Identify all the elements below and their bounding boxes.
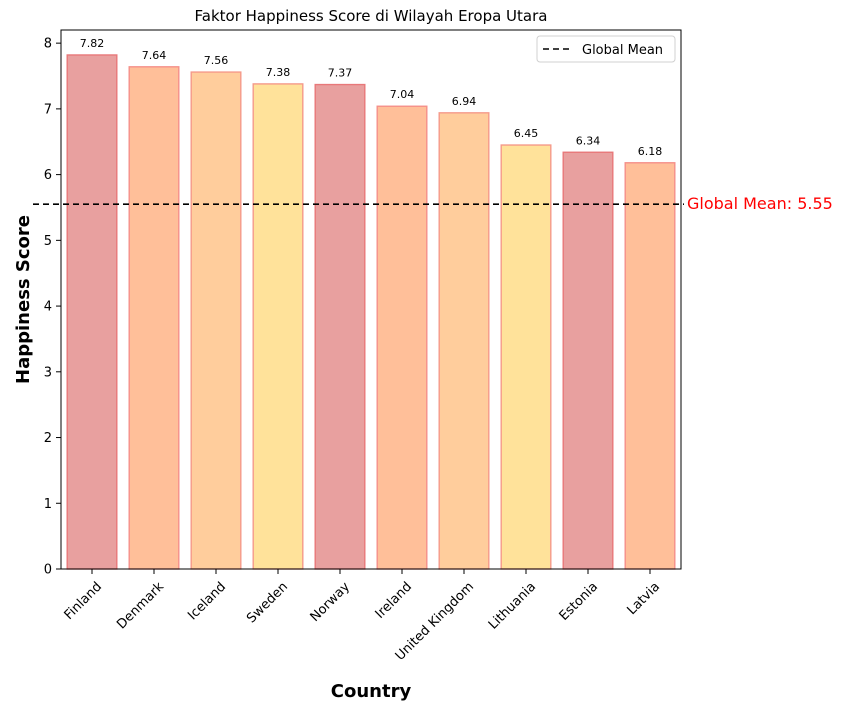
value-label: 7.64 [142,49,167,62]
value-label: 6.34 [576,134,601,147]
bars-layer [66,54,676,570]
y-axis-title: Happiness Score [13,215,34,384]
y-tick-label: 8 [44,37,52,52]
value-label: 7.56 [204,54,229,67]
bar-finland [66,54,118,570]
y-tick-label: 2 [44,431,52,446]
y-tick-label: 1 [44,497,52,512]
bar-norway [314,83,366,570]
bar-denmark [128,66,180,570]
chart-title: Faktor Happiness Score di Wilayah Eropa … [195,7,548,25]
bar-latvia [624,162,676,570]
x-tick-label: Latvia [624,579,663,618]
bar-ireland [376,105,428,570]
x-tick-label: Estonia [557,579,601,623]
legend: Global Mean [536,35,676,63]
legend-box [536,35,676,63]
y-tick-label: 3 [44,365,52,380]
value-label: 6.94 [452,95,477,108]
y-tick-label: 4 [44,300,52,315]
bar-sweden [252,83,304,570]
legend-label-global-mean: Global Mean [582,43,663,58]
y-tick-label: 0 [44,563,52,578]
x-tick-label: Iceland [185,579,229,623]
x-tick-label: Ireland [373,579,415,621]
y-tick-label: 7 [44,102,52,117]
y-tick-label: 5 [44,234,52,249]
value-labels-layer: 7.82 7.64 7.56 7.38 7.37 7.04 6.94 6.45 6.34 6.18 [80,37,663,158]
x-tick-label: Lithuania [486,579,539,632]
y-tick-label: 6 [44,168,52,183]
x-axis-title: Country [331,681,412,702]
x-tick-label: Finland [62,579,105,622]
x-tick-label: Sweden [244,579,291,626]
global-mean-annotation: Global Mean: 5.55 [687,194,833,213]
bar-estonia [562,151,614,570]
plot-frame [60,29,682,570]
bar-lithuania [500,144,552,570]
bar-united-kingdom [438,112,490,570]
value-label: 7.04 [390,88,415,101]
y-axis: 0 1 2 3 4 5 6 7 8 [44,37,61,578]
x-axis: Finland Denmark Iceland Sweden Norway Ireland… [62,569,663,664]
value-label: 6.18 [638,145,663,158]
bar-iceland [190,71,242,570]
value-label: 7.38 [266,66,291,79]
value-label: 6.45 [514,127,539,140]
x-tick-label: Denmark [114,579,167,632]
x-tick-label: Norway [308,579,354,625]
value-label: 7.82 [80,37,105,50]
value-label: 7.37 [328,67,353,80]
